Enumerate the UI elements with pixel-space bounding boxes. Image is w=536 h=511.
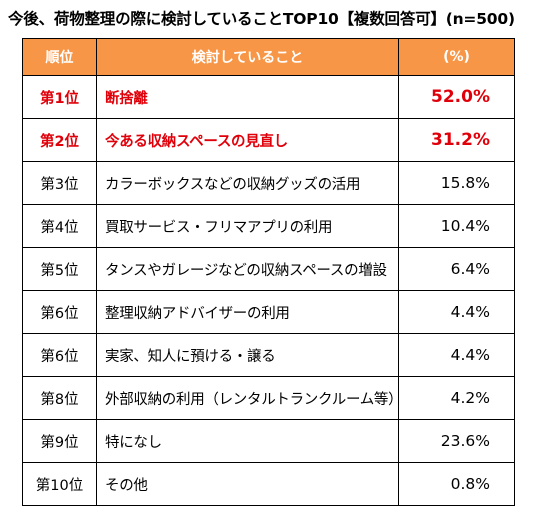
percent-cell: 4.4%	[398, 333, 515, 377]
percent-cell: 4.2%	[398, 376, 515, 420]
table-row: 第5位 タンスやガレージなどの収納スペースの増設 6.4%	[22, 247, 515, 291]
header-percent: (%)	[398, 38, 515, 76]
rank-cell: 第8位	[22, 376, 97, 420]
percent-cell: 52.0%	[398, 75, 515, 119]
percent-cell: 15.8%	[398, 161, 515, 205]
rank-cell: 第9位	[22, 419, 97, 463]
percent-cell: 23.6%	[398, 419, 515, 463]
table-row: 第9位 特になし 23.6%	[22, 419, 515, 463]
table-row: 第6位 整理収納アドバイザーの利用 4.4%	[22, 290, 515, 334]
item-cell: 断捨離	[96, 75, 399, 119]
percent-cell: 10.4%	[398, 204, 515, 248]
table-body: 第1位 断捨離 52.0% 第2位 今ある収納スペースの見直し 31.2% 第3位 カラーボッ…	[22, 75, 515, 506]
rank-cell: 第1位	[22, 75, 97, 119]
percent-cell: 0.8%	[398, 462, 515, 506]
item-cell: タンスやガレージなどの収納スペースの増設	[96, 247, 399, 291]
item-cell: 今ある収納スペースの見直し	[96, 118, 399, 162]
table-row: 第6位 実家、知人に預ける・譲る 4.4%	[22, 333, 515, 377]
percent-cell: 31.2%	[398, 118, 515, 162]
rank-cell: 第2位	[22, 118, 97, 162]
rank-cell: 第6位	[22, 290, 97, 334]
item-cell: 外部収納の利用（レンタルトランクルーム等）	[96, 376, 399, 420]
item-cell: カラーボックスなどの収納グッズの活用	[96, 161, 399, 205]
header-rank: 順位	[22, 38, 97, 76]
header-item: 検討していること	[96, 38, 399, 76]
table-row: 第4位 買取サービス・フリマアプリの利用 10.4%	[22, 204, 515, 248]
table-header-row: 順位 検討していること (%)	[22, 38, 515, 76]
rank-cell: 第4位	[22, 204, 97, 248]
table-row: 第2位 今ある収納スペースの見直し 31.2%	[22, 118, 515, 162]
rank-cell: 第10位	[22, 462, 97, 506]
rank-cell: 第3位	[22, 161, 97, 205]
table-row: 第3位 カラーボックスなどの収納グッズの活用 15.8%	[22, 161, 515, 205]
ranking-table: 順位 検討していること (%) 第1位 断捨離 52.0% 第2位 今ある収納スペースの…	[22, 38, 515, 506]
item-cell: 整理収納アドバイザーの利用	[96, 290, 399, 334]
table-row: 第1位 断捨離 52.0%	[22, 75, 515, 119]
item-cell: その他	[96, 462, 399, 506]
table-row: 第10位 その他 0.8%	[22, 462, 515, 506]
percent-cell: 4.4%	[398, 290, 515, 334]
item-cell: 特になし	[96, 419, 399, 463]
rank-cell: 第5位	[22, 247, 97, 291]
chart-title: 今後、荷物整理の際に検討していることTOP10【複数回答可】(n=500)	[8, 10, 515, 28]
rank-cell: 第6位	[22, 333, 97, 377]
item-cell: 実家、知人に預ける・譲る	[96, 333, 399, 377]
item-cell: 買取サービス・フリマアプリの利用	[96, 204, 399, 248]
percent-cell: 6.4%	[398, 247, 515, 291]
table-row: 第8位 外部収納の利用（レンタルトランクルーム等） 4.2%	[22, 376, 515, 420]
